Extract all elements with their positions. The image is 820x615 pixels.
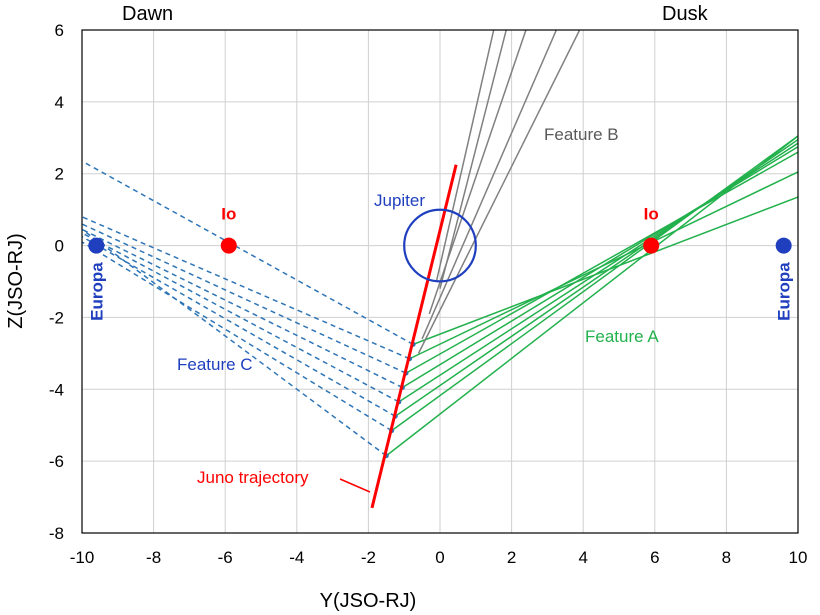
y-tick-label: 4 (55, 93, 64, 112)
io-marker (220, 237, 237, 254)
x-tick-label: -8 (146, 548, 161, 567)
europa-marker (88, 237, 105, 254)
x-tick-label: 10 (789, 548, 808, 567)
feature-a-line (394, 138, 798, 417)
jupiter-circle (403, 208, 477, 283)
feature-a-line (391, 135, 798, 432)
europa-marker (775, 237, 792, 254)
y-tick-label: 2 (55, 165, 64, 184)
feature-c-line (82, 228, 403, 389)
series-lines (82, 30, 798, 509)
feature-a-label: Feature A (585, 327, 659, 346)
feature-c-line (82, 235, 396, 417)
feature-a-line (412, 196, 798, 346)
y-tick-label: 6 (55, 21, 64, 40)
feature-c-line (82, 160, 414, 346)
x-tick-label: 8 (722, 548, 731, 567)
feature-c-line (82, 232, 400, 403)
dawn-label: Dawn (122, 3, 173, 25)
feature-c-line (82, 216, 410, 360)
feature-c-line (82, 228, 387, 457)
europa-label: Europa (775, 262, 794, 321)
objects: Io Io Europa Europa (87, 205, 793, 321)
io-marker (643, 237, 660, 254)
io-label: Io (221, 205, 236, 224)
plot-frame (81, 29, 799, 534)
plot-frame-border (81, 29, 799, 534)
x-tick-label: 2 (507, 548, 516, 567)
feature-a-line (405, 151, 798, 374)
x-tick-label: -6 (218, 548, 233, 567)
juno-trajectory-line (370, 164, 458, 509)
y-tick-label: -2 (49, 308, 64, 327)
x-tick-label: 4 (578, 548, 587, 567)
feature-b-label: Feature B (544, 125, 619, 144)
feature-b-line (428, 30, 527, 315)
x-tick-label: -2 (361, 548, 376, 567)
y-tick-label: -6 (49, 452, 64, 471)
y-tick-label: -4 (49, 380, 64, 399)
tick-labels: -10 -8 -6 -4 -2 0 2 4 6 8 10 -8 -6 -4 -2 0 2 4 6 (49, 21, 808, 567)
europa-label: Europa (87, 262, 106, 321)
io-label: Io (644, 205, 659, 224)
y-tick-label: -8 (49, 524, 64, 543)
feature-b-line (439, 30, 507, 289)
feature-a-line (398, 142, 798, 403)
feature-c-line (82, 223, 407, 374)
x-tick-label: 0 (435, 548, 444, 567)
x-tick-label: -10 (70, 548, 95, 567)
feature-c-line (82, 241, 393, 432)
dusk-label: Dusk (662, 3, 709, 25)
feature-a-line (385, 135, 798, 457)
juno-trajectory-leader (339, 478, 371, 493)
feature-b-line (435, 30, 495, 282)
jupiter-label: Jupiter (374, 191, 425, 210)
x-tick-label: -4 (289, 548, 304, 567)
x-axis-title: Y(JSO-RJ) (320, 590, 417, 612)
x-tick-label: 6 (650, 548, 659, 567)
feature-c-label: Feature C (177, 355, 253, 374)
y-tick-label: 0 (55, 237, 64, 256)
feature-b-line (421, 30, 558, 340)
feature-b-line (417, 30, 581, 354)
y-axis-title: Z(JSO-RJ) (5, 233, 27, 329)
juno-trajectory-label: Juno trajectory (197, 468, 309, 487)
